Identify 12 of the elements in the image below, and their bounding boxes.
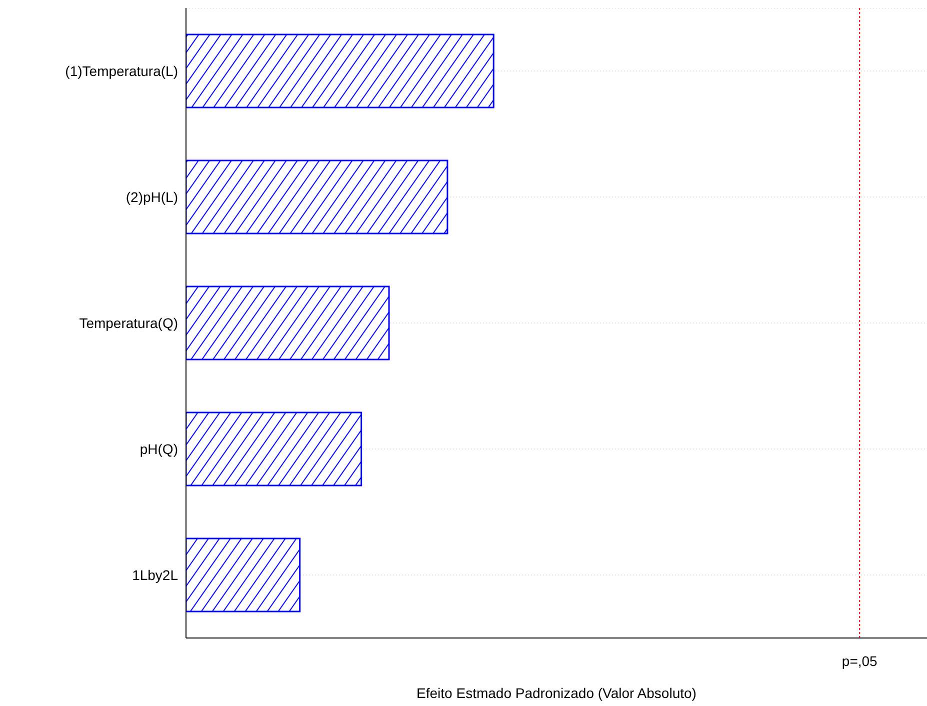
y-tick-label: Temperatura(Q) xyxy=(79,314,178,331)
bar xyxy=(186,412,362,486)
ref-line-label: p=,05 xyxy=(842,653,878,669)
bar xyxy=(186,160,448,234)
y-tick-label: pH(Q) xyxy=(140,440,178,457)
bar xyxy=(186,286,390,360)
y-tick-label: (1)Temperatura(L) xyxy=(65,62,178,79)
bar xyxy=(186,34,494,108)
x-axis-title: Efeito Estmado Padronizado (Valor Absoluto) xyxy=(416,685,696,701)
y-tick-label: (2)pH(L) xyxy=(126,188,178,205)
y-tick-label: 1Lby2L xyxy=(132,566,178,583)
bar xyxy=(186,538,301,612)
